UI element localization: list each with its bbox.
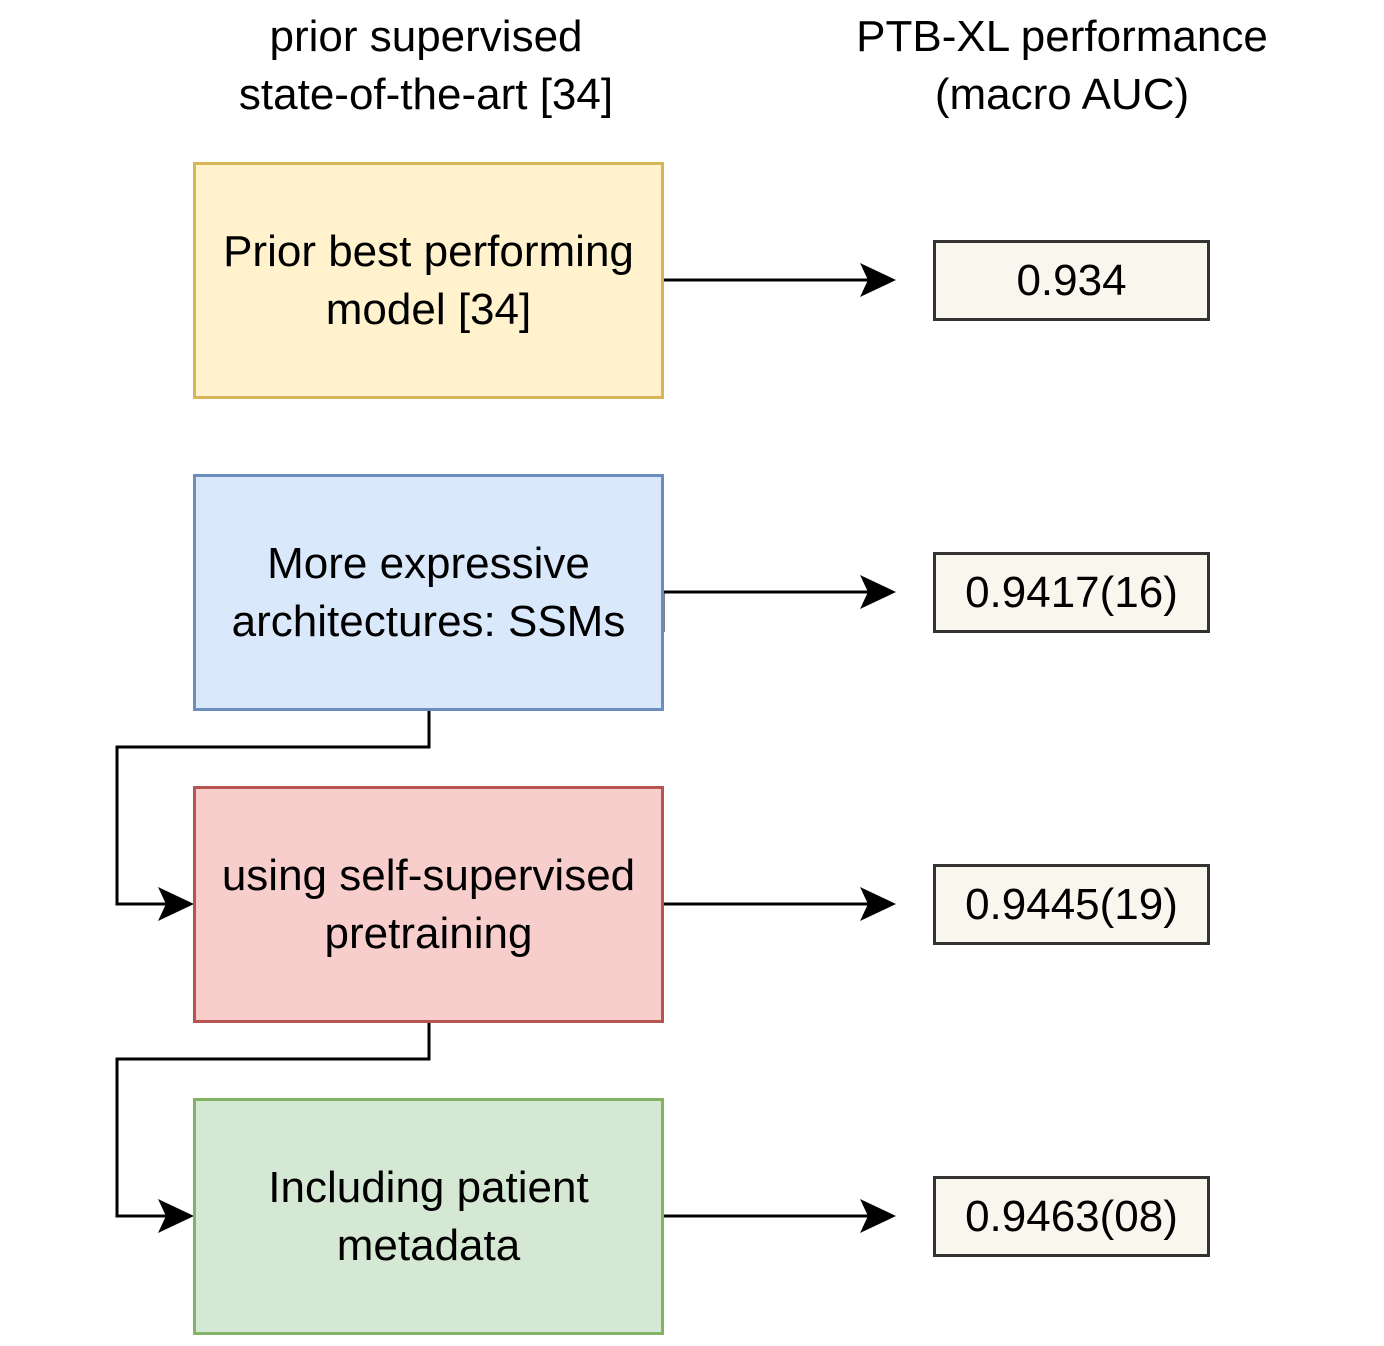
arrow-step-2-to-step-3 bbox=[115, 710, 431, 906]
result-value-3: 0.9445(19) bbox=[933, 864, 1210, 945]
left-column-heading: prior supervised state-of-the-art [34] bbox=[176, 8, 676, 124]
step-2-label-line-2: architectures: SSMs bbox=[231, 596, 626, 646]
right-heading-line-2: (macro AUC) bbox=[934, 70, 1190, 119]
step-3-label-line-2: pretraining bbox=[324, 908, 533, 958]
step-1-label-line-1: Prior best performing bbox=[223, 226, 634, 276]
result-value-4: 0.9463(08) bbox=[933, 1176, 1210, 1257]
step-patient-metadata: Including patient metadata bbox=[193, 1098, 664, 1335]
step-4-label-line-1: Including patient bbox=[268, 1162, 589, 1212]
step-3-label-line-1: using self-supervised bbox=[221, 850, 636, 900]
result-value-1: 0.934 bbox=[933, 240, 1210, 321]
step-self-supervised-pretraining: using self-supervised pretraining bbox=[193, 786, 664, 1023]
left-heading-line-1: prior supervised bbox=[269, 12, 583, 61]
step-1-label-line-2: model [34] bbox=[325, 284, 532, 334]
step-prior-best-model: Prior best performing model [34] bbox=[193, 162, 664, 399]
arrow-step-3-to-step-4 bbox=[115, 1022, 431, 1218]
step-expressive-architectures: More expressive architectures: SSMs bbox=[193, 474, 664, 711]
right-heading-line-1: PTB-XL performance bbox=[856, 12, 1268, 61]
left-heading-line-2: state-of-the-art [34] bbox=[238, 70, 614, 119]
result-value-2: 0.9417(16) bbox=[933, 552, 1210, 633]
right-column-heading: PTB-XL performance (macro AUC) bbox=[812, 8, 1312, 124]
step-4-label-line-2: metadata bbox=[336, 1220, 521, 1270]
step-2-label-line-1: More expressive bbox=[267, 538, 590, 588]
